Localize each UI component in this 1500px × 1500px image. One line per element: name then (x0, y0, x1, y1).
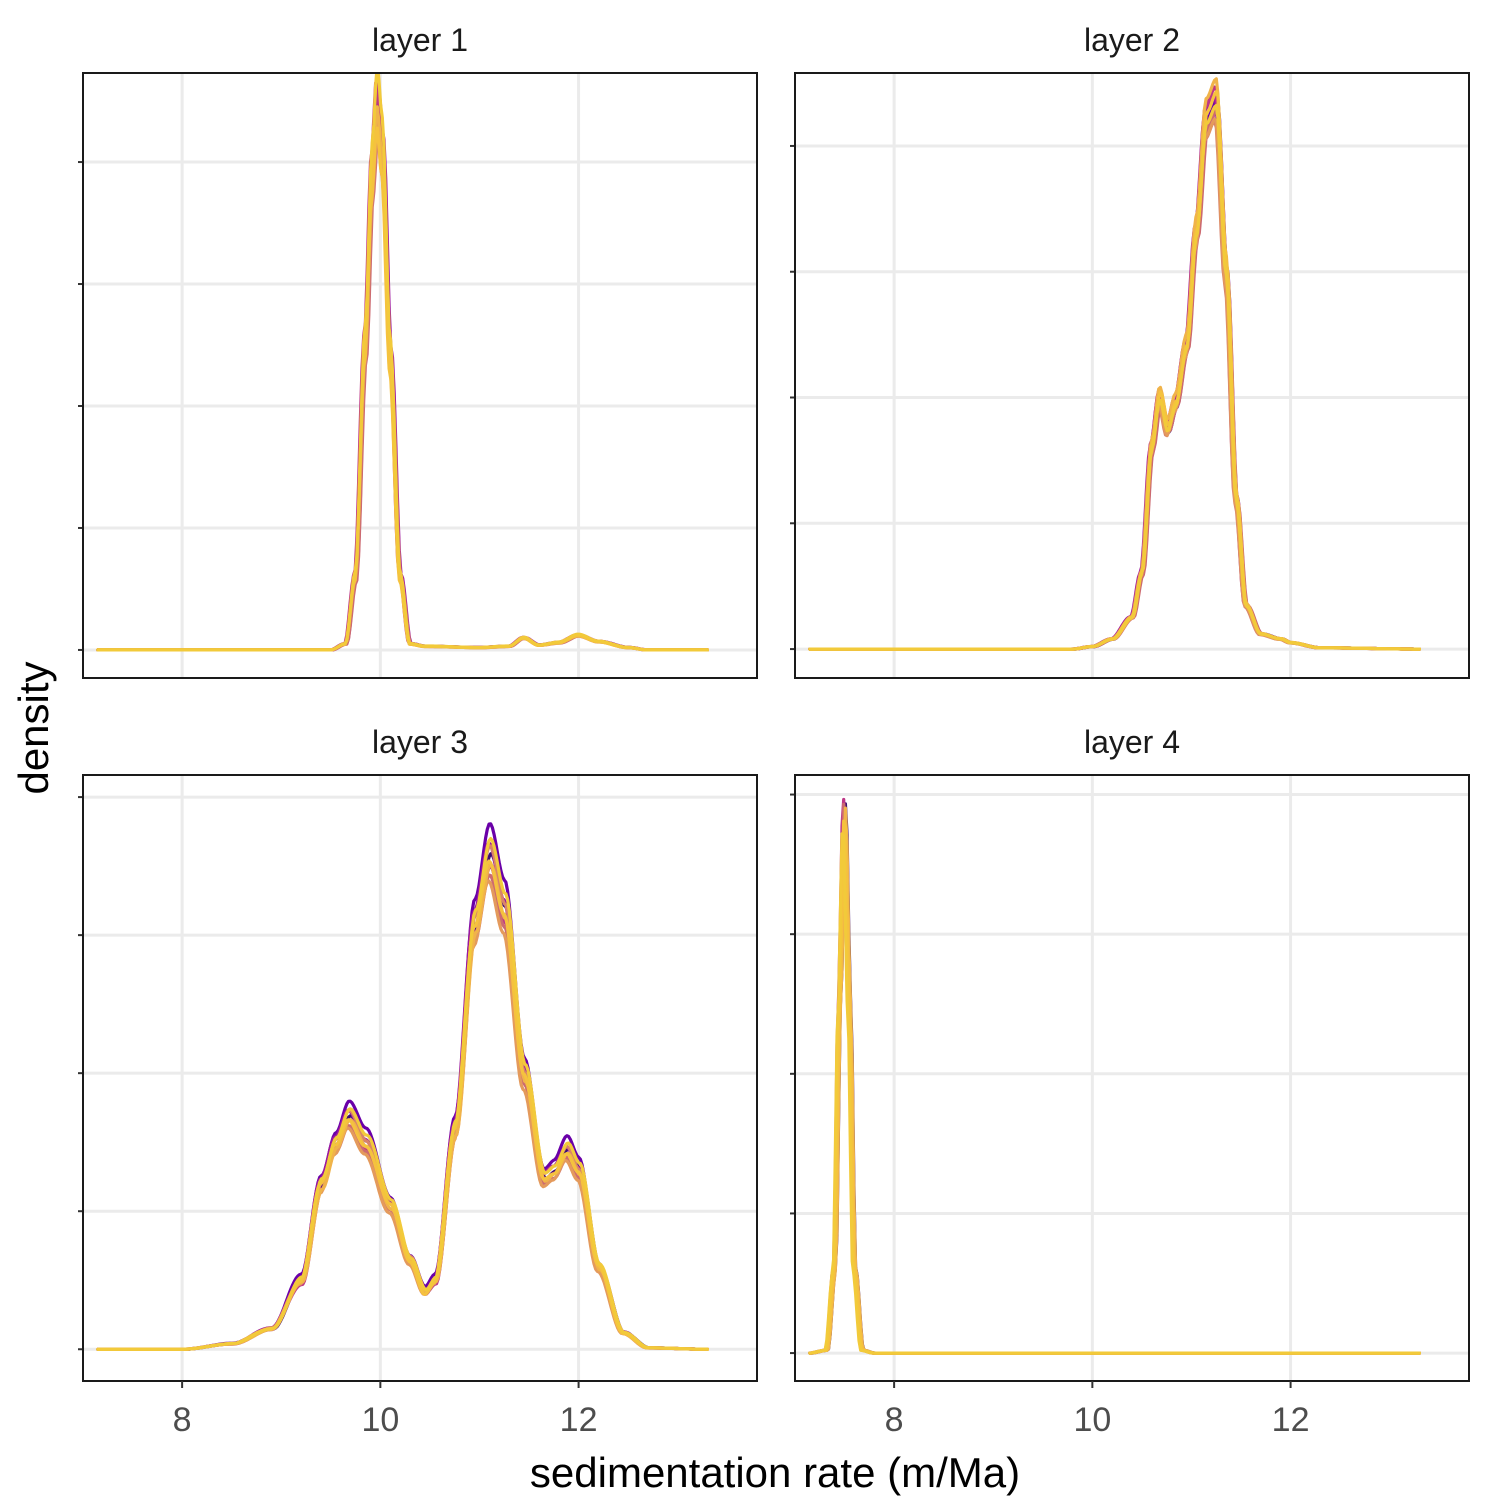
x-tick-label: 8 (173, 1401, 192, 1439)
density-curves (96, 822, 709, 1351)
density-curve (96, 122, 709, 652)
density-curve (96, 88, 709, 652)
density-curve (96, 91, 709, 652)
density-curve (808, 90, 1421, 651)
density-curve (808, 107, 1421, 651)
density-curve (96, 126, 709, 652)
density-curve (96, 130, 709, 652)
density-curves (808, 77, 1421, 651)
density-curve (808, 119, 1421, 651)
panel-layer-4: layer 4 8 10 12 (790, 724, 1470, 1439)
panel-layer-3: layer 3 8 10 12 (78, 724, 758, 1439)
density-curve (808, 832, 1421, 1355)
panel-border (794, 774, 1470, 1382)
density-curve (808, 807, 1421, 1355)
panel-border (82, 774, 758, 1382)
panel-layer-2: layer 2 (790, 22, 1470, 679)
y-axis-title: density (10, 661, 57, 794)
density-curve (808, 105, 1421, 651)
density-curve (96, 73, 709, 652)
density-curve (808, 806, 1421, 1355)
density-curve (96, 852, 709, 1351)
density-curve (808, 837, 1421, 1355)
density-curve (808, 77, 1421, 651)
density-curve (96, 105, 709, 652)
panel-title: layer 3 (372, 724, 468, 760)
density-curve (96, 862, 709, 1351)
density-curve (808, 103, 1421, 651)
x-axis-title: sedimentation rate (m/Ma) (530, 1449, 1020, 1496)
density-curve (808, 819, 1421, 1355)
panel-border (794, 72, 1470, 679)
density-curve (808, 821, 1421, 1355)
density-curve (96, 115, 709, 652)
density-curves (808, 797, 1421, 1355)
panel-title: layer 1 (372, 22, 468, 58)
panel-title: layer 2 (1084, 22, 1180, 58)
density-curve (808, 797, 1421, 1355)
x-tick-label: 12 (1272, 1401, 1310, 1439)
panel-layer-1: layer 1 (78, 22, 758, 679)
density-curve (96, 81, 709, 652)
panel-border (82, 72, 758, 679)
density-curve (808, 117, 1421, 651)
x-tick-label: 10 (1073, 1401, 1111, 1439)
density-curves (96, 73, 709, 652)
density-curve (808, 802, 1421, 1355)
density-curve (808, 93, 1421, 651)
density-curve (808, 802, 1421, 1355)
x-tick-label: 10 (361, 1401, 399, 1439)
density-curve (96, 85, 709, 652)
x-tick-label: 12 (560, 1401, 598, 1439)
density-curve (96, 837, 709, 1351)
density-curve (96, 879, 709, 1351)
density-curve (808, 85, 1421, 651)
panel-title: layer 4 (1084, 724, 1180, 760)
x-tick-label: 8 (885, 1401, 904, 1439)
density-curve (96, 841, 709, 1351)
density-curve (96, 864, 709, 1351)
density-curve (808, 845, 1421, 1355)
density-curve (96, 844, 709, 1351)
density-curve (96, 873, 709, 1351)
density-curve (96, 822, 709, 1351)
density-curve (808, 97, 1421, 651)
